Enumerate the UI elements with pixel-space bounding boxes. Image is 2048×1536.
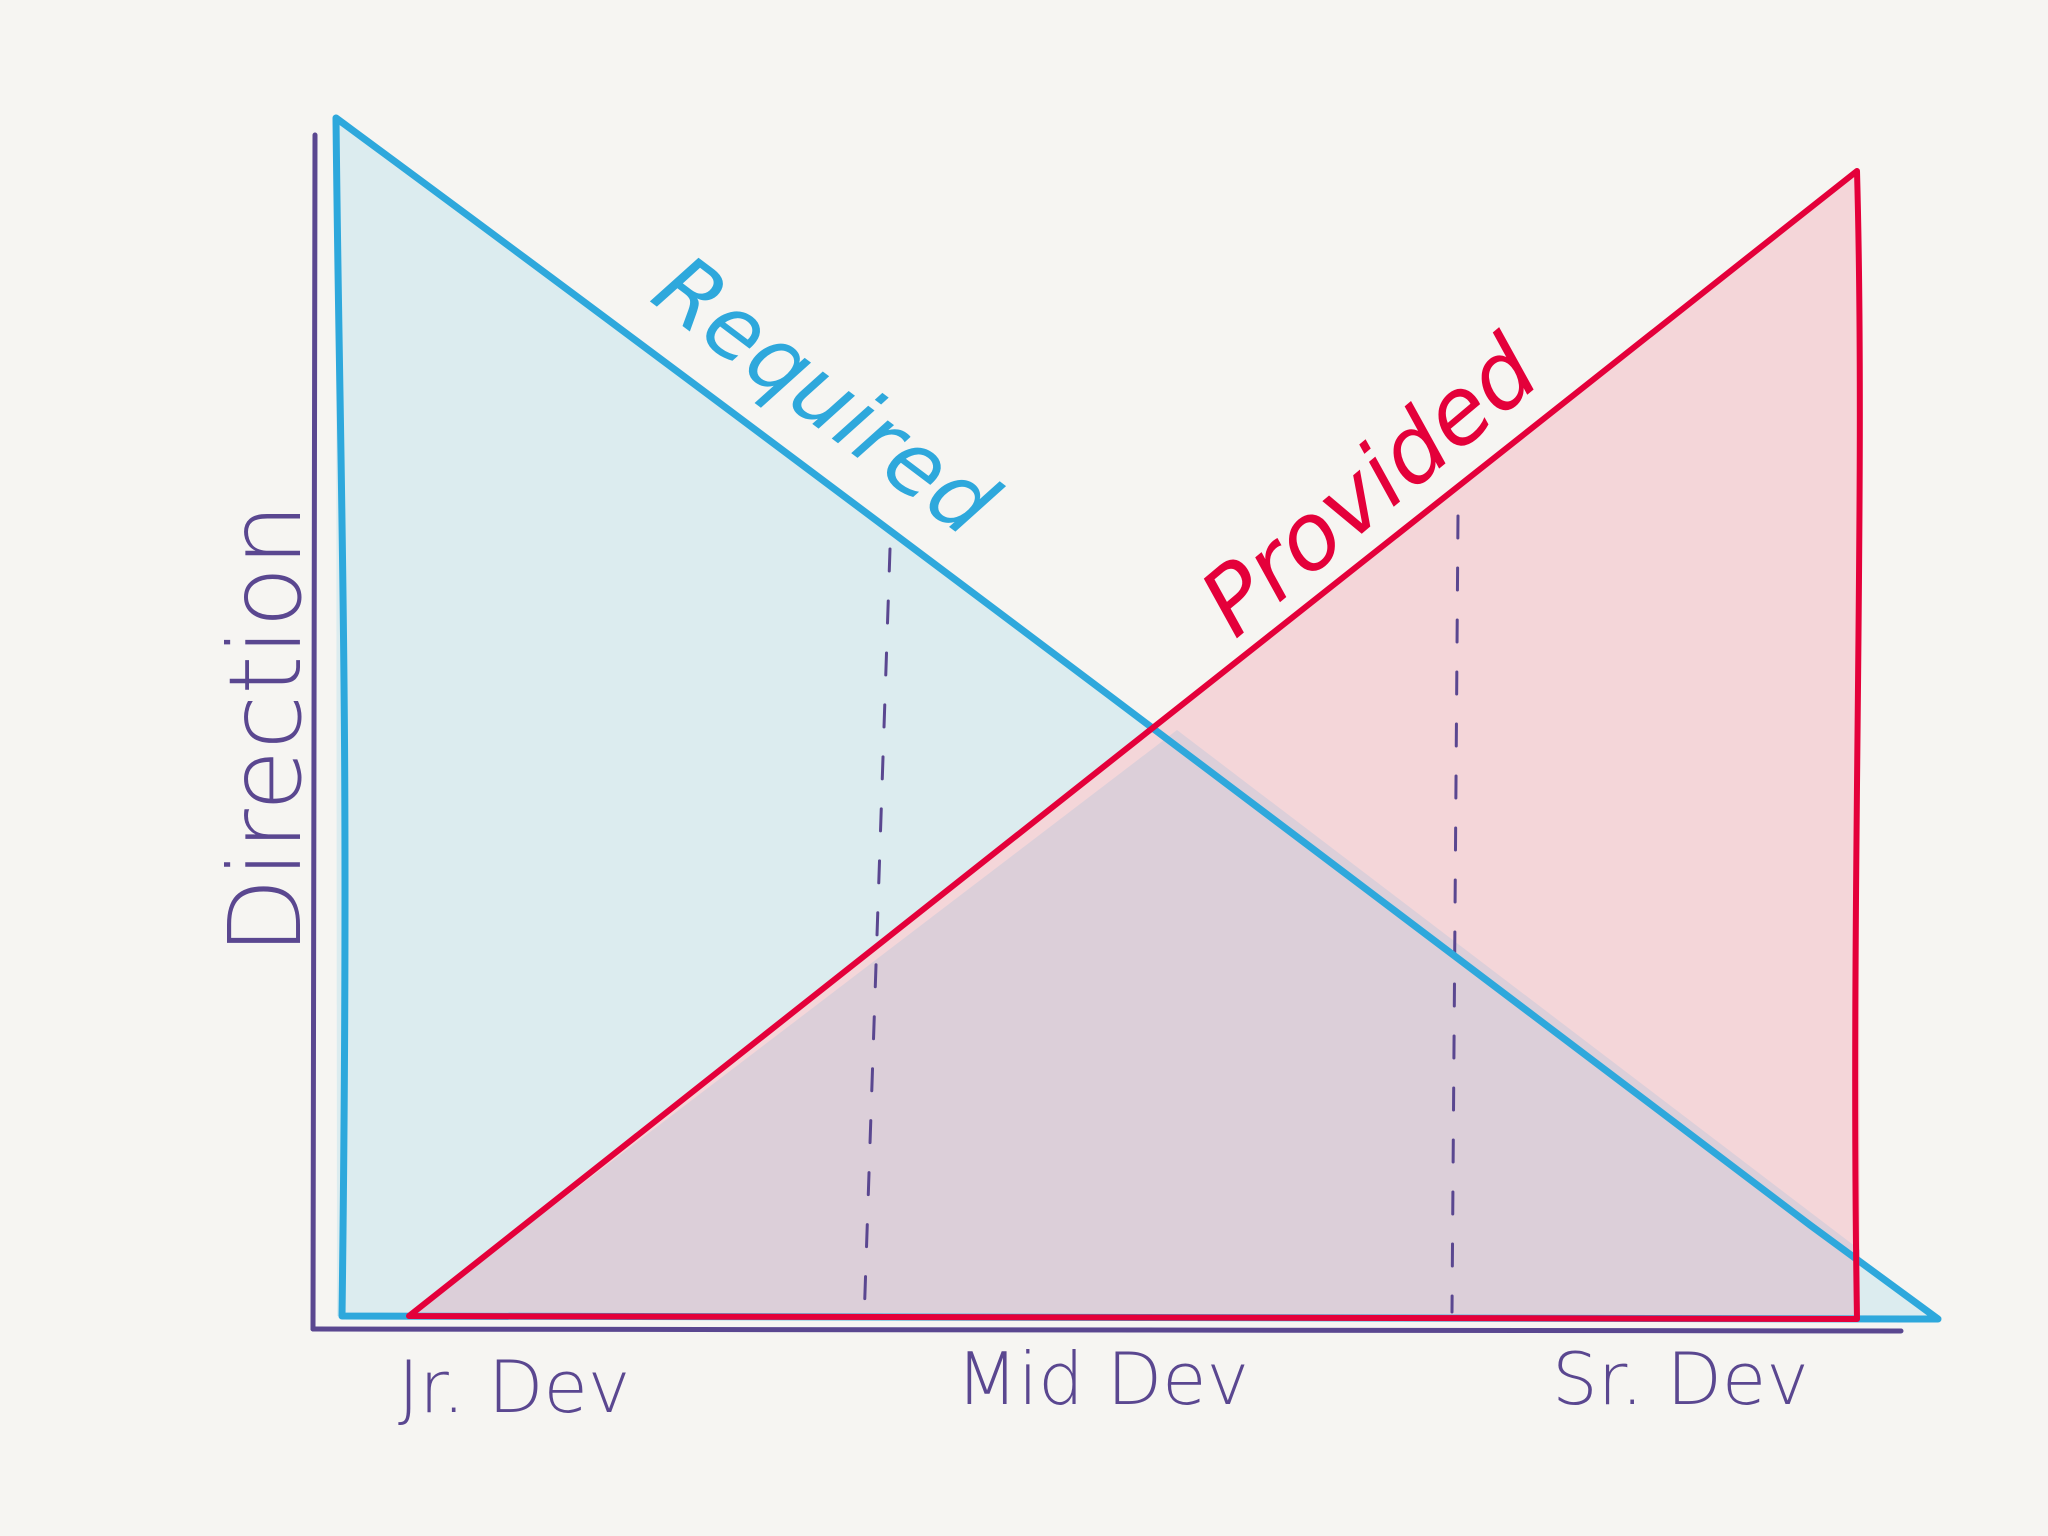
mid-dev-guide-line — [862, 547, 892, 1324]
x-label-mid-dev: Mid Dev — [956, 1337, 1249, 1421]
y-axis — [310, 132, 318, 1332]
x-label-jr-dev: Jr. Dev — [398, 1345, 630, 1429]
overlap-area — [409, 730, 1860, 1319]
required-outline — [332, 114, 1942, 1323]
y-axis-label: Direction — [207, 503, 324, 955]
x-axis — [310, 1326, 1904, 1334]
provided-outline — [406, 168, 1863, 1322]
x-label-sr-dev: Sr. Dev — [1552, 1337, 1809, 1421]
